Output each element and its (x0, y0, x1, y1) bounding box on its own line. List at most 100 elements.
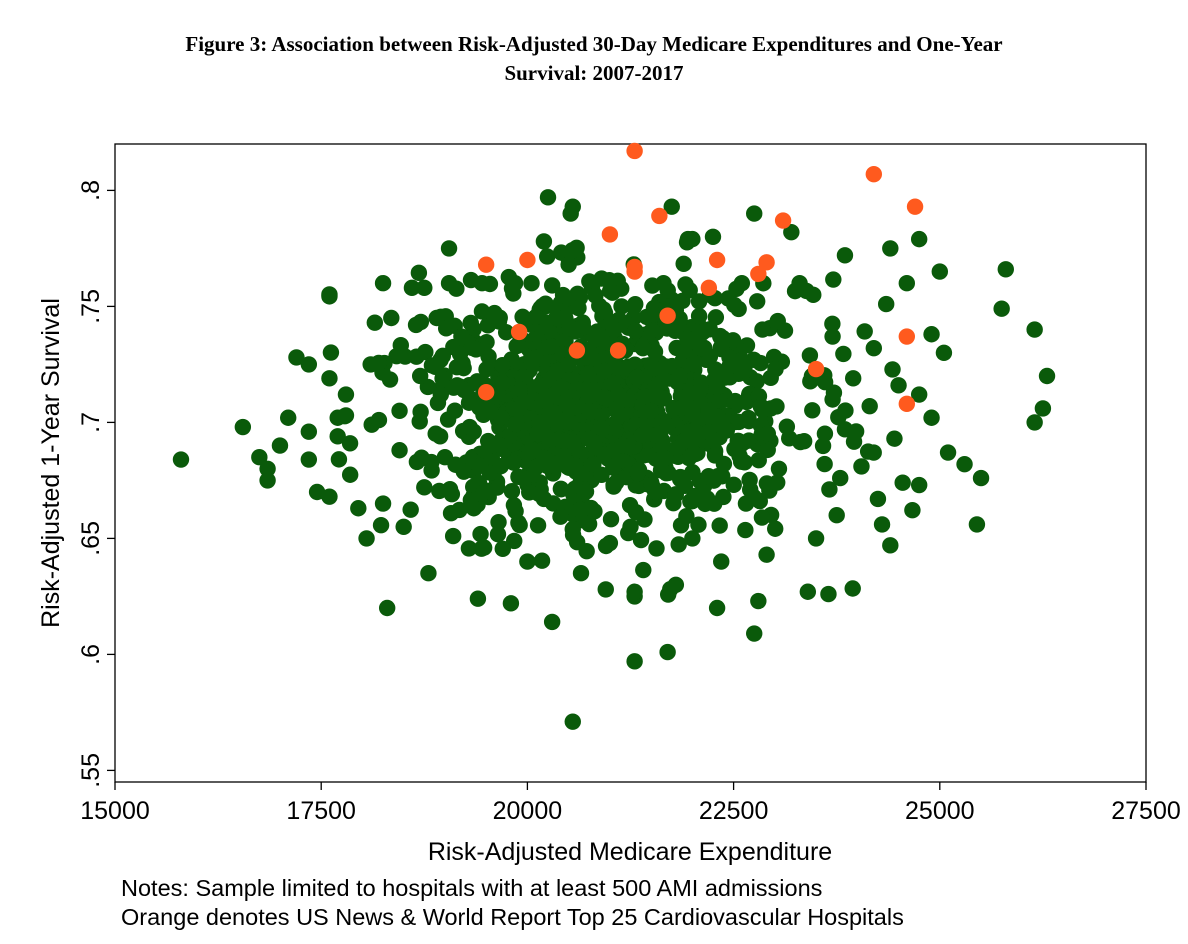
hospital-point (556, 432, 573, 450)
top25-point (898, 395, 916, 413)
cloud-point (715, 488, 732, 506)
cloud-point (676, 477, 694, 494)
hospital-point (791, 275, 808, 292)
cloud-point (767, 520, 784, 537)
hospital-point (704, 228, 722, 245)
hospital-point (844, 370, 862, 387)
hospital-point (935, 344, 953, 361)
y-tick-label: .65 (77, 521, 105, 556)
hospital-point (898, 275, 916, 292)
cloud-point (482, 403, 499, 420)
hospital-point (251, 449, 268, 466)
hospital-point (490, 513, 507, 531)
hospital-point (564, 713, 581, 730)
hospital-point (626, 653, 643, 670)
cloud-point (737, 521, 754, 539)
figure-title-line-1: Figure 3: Association between Risk-Adjus… (185, 32, 1003, 56)
cloud-point (639, 446, 656, 463)
top25-point (626, 142, 643, 160)
cloud-point (707, 309, 725, 326)
hospital-point (783, 223, 800, 241)
cloud-point (542, 338, 560, 355)
cloud-point (559, 397, 576, 414)
hospital-point (873, 516, 891, 533)
top25-point (626, 263, 643, 280)
cloud-point (821, 481, 838, 498)
cloud-point (446, 402, 464, 419)
hospital-point (869, 490, 887, 508)
cloud-point (582, 499, 600, 517)
cloud-point (884, 361, 901, 378)
cloud-point (720, 290, 737, 307)
cloud-point (489, 526, 507, 543)
cloud-point (462, 314, 479, 332)
hospital-point (593, 270, 610, 287)
hospital-point (713, 553, 730, 570)
cloud-point (682, 493, 699, 510)
cloud-point (835, 345, 852, 363)
cloud-point (330, 451, 348, 468)
hospital-point (758, 546, 775, 563)
cloud-point (670, 536, 687, 553)
top25-point (568, 342, 586, 359)
cloud-point (748, 293, 766, 310)
hospital-point (923, 409, 940, 426)
cloud-point (514, 308, 531, 326)
hospital-point (799, 583, 817, 600)
y-axis-label: Risk-Adjusted 1-Year Survival (37, 298, 65, 628)
cloud-point (814, 437, 832, 455)
cloud-point (708, 379, 725, 396)
cloud-point (795, 433, 813, 450)
hospital-point (622, 518, 639, 535)
cloud-point (538, 248, 556, 265)
cloud-point (718, 422, 735, 439)
cloud-point (563, 320, 581, 338)
hospital-point (1038, 367, 1056, 385)
cloud-point (431, 482, 448, 500)
cloud-point (321, 288, 338, 305)
cloud-point (590, 326, 607, 344)
cloud-point (736, 358, 753, 375)
hospital-point (444, 527, 462, 545)
hospital-point (321, 370, 338, 387)
hospital-point (939, 444, 957, 461)
hospital-point (923, 326, 940, 343)
hospital-points (172, 189, 1056, 730)
scatter-plot: 15000 17500 20000 22500 25000 27500 .55 .6 .65.… (37, 142, 1181, 866)
hospital-point (993, 300, 1010, 317)
cloud-point (677, 276, 694, 293)
cloud-point (408, 453, 426, 471)
cloud-point (411, 413, 428, 430)
hospital-point (428, 309, 445, 327)
hospital-point (737, 495, 755, 512)
cloud-point (617, 360, 635, 377)
x-tick-label: 27500 (1111, 797, 1181, 825)
cloud-point (437, 320, 455, 337)
hospital-point (411, 367, 429, 385)
hospital-point (770, 460, 788, 477)
cloud-point (759, 425, 777, 442)
cloud-point (684, 464, 701, 481)
cloud-point (423, 462, 440, 479)
cloud-point (503, 483, 521, 500)
cloud-point (434, 347, 452, 365)
hospital-point (465, 500, 482, 517)
hospital-point (634, 339, 652, 357)
figure-notes: Notes: Sample limited to hospitals with … (121, 874, 904, 932)
cloud-point (628, 369, 646, 386)
top25-point (906, 198, 924, 215)
cloud-point (627, 504, 645, 521)
cloud-point (559, 356, 577, 373)
cloud-point (460, 540, 478, 557)
hospital-point (609, 386, 627, 403)
cloud-point (410, 264, 428, 282)
hospital-point (647, 483, 664, 501)
hospital-point (597, 581, 614, 598)
hospital-point (531, 414, 548, 431)
hospital-point (259, 472, 276, 489)
hospital-point (300, 423, 318, 440)
cloud-point (748, 373, 765, 390)
y-tick-label: .6 (77, 644, 105, 665)
hospital-point (733, 275, 751, 292)
hospital-point (548, 309, 565, 327)
